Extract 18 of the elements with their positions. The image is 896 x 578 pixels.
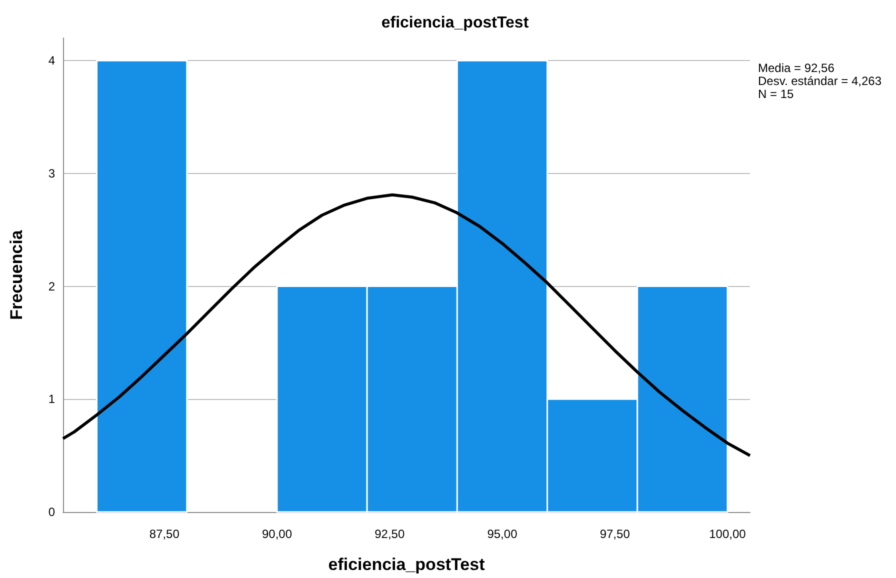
x-tick-label: 87,50 (149, 527, 180, 541)
x-tick-label: 100,00 (709, 527, 746, 541)
x-tick-label: 95,00 (487, 527, 518, 541)
x-tick-label: 90,00 (262, 527, 292, 541)
y-axis-title: Frecuencia (7, 230, 26, 320)
chart-title: eficiencia_postTest (381, 14, 530, 32)
text: Desv. estándar = 4,263 (758, 74, 882, 88)
text: Media = 92,56 (758, 61, 835, 75)
y-tick-label: 1 (48, 392, 56, 406)
line-series (62, 193, 752, 458)
y-tick-label: 3 (48, 166, 56, 180)
x-tick-label: 97,50 (600, 527, 630, 541)
y-tick-label: 0 (48, 505, 56, 519)
x-tick-label: 92,50 (374, 527, 405, 541)
x-axis-title: eficiencia_postTest (328, 555, 486, 574)
y-tick-label: 4 (48, 54, 56, 68)
y-tick-label: 2 (48, 279, 56, 294)
text: N = 15 (758, 87, 794, 101)
